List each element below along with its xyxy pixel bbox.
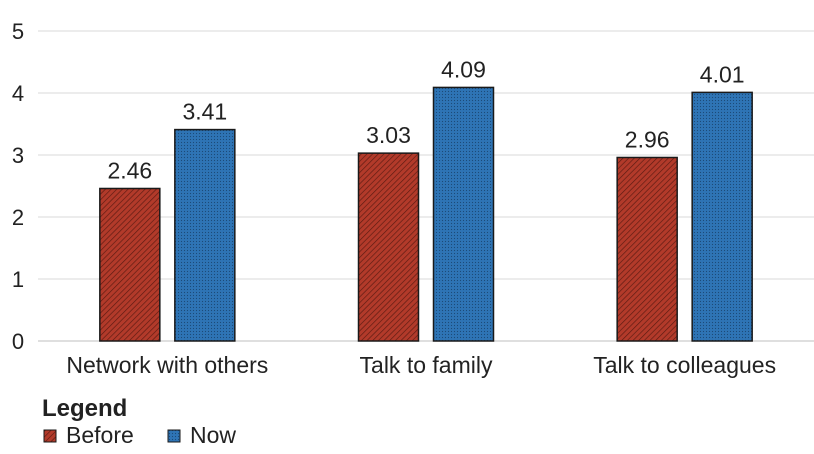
data-label: 4.09 [441, 56, 486, 82]
y-tick-label: 3 [12, 143, 24, 168]
grid-lines [38, 30, 814, 342]
category-label: Talk to colleagues [593, 352, 776, 378]
data-label: 2.96 [625, 126, 670, 152]
bar-before-2 [357, 152, 420, 342]
data-label: 2.46 [107, 157, 152, 183]
bar-before-3 [616, 156, 678, 342]
y-tick-label: 0 [12, 329, 24, 354]
data-labels: 2.46 3.41 3.03 4.09 2.96 4.01 [107, 56, 744, 183]
y-tick-label: 4 [12, 81, 24, 106]
bars [99, 86, 753, 342]
legend-entry-now: Now [190, 422, 236, 448]
legend-swatch-now [167, 429, 181, 443]
legend-entry-before: Before [66, 422, 134, 448]
bar-now-2 [432, 86, 495, 342]
x-axis-category-labels: Network with others Talk to family Talk to… [66, 352, 776, 378]
legend-swatch-before [43, 429, 57, 443]
data-label: 4.01 [700, 61, 745, 87]
bar-now-1 [174, 128, 236, 342]
y-axis-ticks: 0 1 2 3 4 5 [12, 19, 24, 354]
bar-now-3 [691, 91, 753, 342]
bar-before-1 [99, 187, 161, 342]
y-tick-label: 1 [12, 267, 24, 292]
data-label: 3.41 [182, 99, 227, 125]
y-tick-label: 5 [12, 19, 24, 44]
y-tick-label: 2 [12, 205, 24, 230]
legend: Legend Before Now [42, 395, 236, 448]
legend-title: Legend [42, 395, 127, 422]
category-label: Network with others [66, 352, 268, 378]
category-label: Talk to family [360, 352, 493, 378]
data-label: 3.03 [366, 122, 411, 148]
